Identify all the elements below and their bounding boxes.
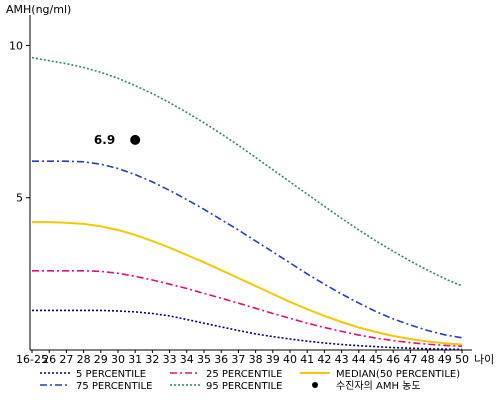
patient-amh-value-label: 6.9 [94, 133, 115, 147]
y-tick-label: 5 [16, 192, 23, 205]
x-tick-label: 32 [145, 353, 159, 366]
x-tick-label: 26 [42, 353, 56, 366]
series-layer [31, 56, 463, 351]
x-tick-label: 39 [266, 353, 280, 366]
x-tick-label: 16-25 [16, 353, 48, 366]
x-axis-title: 나이 [474, 353, 494, 366]
x-tick-label: 35 [197, 353, 211, 366]
y-ticks: 5 10 [9, 39, 30, 205]
x-tick-label: 50 [455, 353, 469, 366]
legend-label-amh: 수진자의 AMH 농도 [336, 380, 421, 392]
series-line-median-50-percentile [32, 221, 463, 346]
x-tick-label: 44 [352, 353, 366, 366]
x-tick-label: 36 [214, 353, 228, 366]
x-tick-label: 38 [249, 353, 263, 366]
legend-label-95-percentile: 95 PERCENTILE [206, 381, 282, 392]
x-tick-label: 33 [163, 353, 177, 366]
x-tick-label: 30 [111, 353, 125, 366]
legend-label-median-50-percentile: MEDIAN(50 PERCENTILE) [336, 369, 460, 380]
legend-label-25-percentile: 25 PERCENTILE [206, 369, 282, 380]
legend-label-5-percentile: 5 PERCENTILE [76, 369, 146, 380]
series-line-25-percentile [32, 269, 463, 348]
x-tick-label: 29 [94, 353, 108, 366]
x-tick-label: 42 [317, 353, 331, 366]
x-tick-label: 34 [180, 353, 194, 366]
x-tick-label: 45 [369, 353, 383, 366]
x-tick-label: 46 [386, 353, 400, 366]
x-tick-label: 40 [283, 353, 297, 366]
legend-marker-amh [312, 382, 318, 388]
y-axis-title: AMH(ng/ml) [6, 3, 71, 16]
patient-amh-point [130, 134, 141, 145]
x-tick-label: 28 [77, 353, 91, 366]
x-tick-label: 41 [300, 353, 314, 366]
series-line-95-percentile [31, 56, 463, 287]
x-tick-label: 43 [335, 353, 349, 366]
x-tick-label: 27 [59, 353, 73, 366]
points-layer: 6.9 [94, 133, 141, 147]
chart-legend: 5 PERCENTILE 25 PERCENTILE MEDIAN(50 PERCE… [40, 369, 460, 392]
x-tick-label: 47 [403, 353, 417, 366]
series-line-5-percentile [32, 309, 463, 351]
series-line-75-percentile [32, 160, 463, 339]
x-tick-label: 48 [421, 353, 435, 366]
x-tick-label: 37 [231, 353, 245, 366]
x-tick-label: 31 [128, 353, 142, 366]
chart-axes: AMH(ng/ml) 나이 [6, 3, 494, 366]
x-tick-label: 49 [438, 353, 452, 366]
y-tick-label: 10 [9, 39, 23, 52]
legend-label-75-percentile: 75 PERCENTILE [76, 381, 152, 392]
